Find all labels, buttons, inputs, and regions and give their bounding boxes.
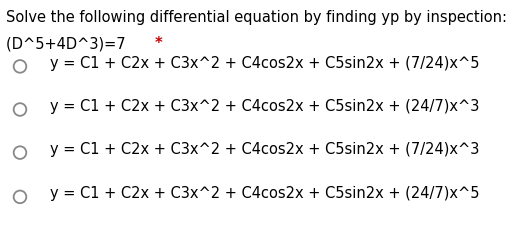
Text: (D^5+4D^3)=7: (D^5+4D^3)=7 bbox=[6, 36, 130, 51]
Text: *: * bbox=[155, 36, 163, 51]
Text: y = C1 + C2x + C3x^2 + C4cos2x + C5sin2x + (7/24)x^3: y = C1 + C2x + C3x^2 + C4cos2x + C5sin2x… bbox=[50, 142, 479, 157]
Text: y = C1 + C2x + C3x^2 + C4cos2x + C5sin2x + (24/7)x^3: y = C1 + C2x + C3x^2 + C4cos2x + C5sin2x… bbox=[50, 99, 479, 114]
Text: y = C1 + C2x + C3x^2 + C4cos2x + C5sin2x + (24/7)x^5: y = C1 + C2x + C3x^2 + C4cos2x + C5sin2x… bbox=[50, 186, 480, 201]
Text: Solve the following differential equation by finding yp by inspection:: Solve the following differential equatio… bbox=[6, 10, 507, 25]
Text: y = C1 + C2x + C3x^2 + C4cos2x + C5sin2x + (7/24)x^5: y = C1 + C2x + C3x^2 + C4cos2x + C5sin2x… bbox=[50, 56, 480, 71]
